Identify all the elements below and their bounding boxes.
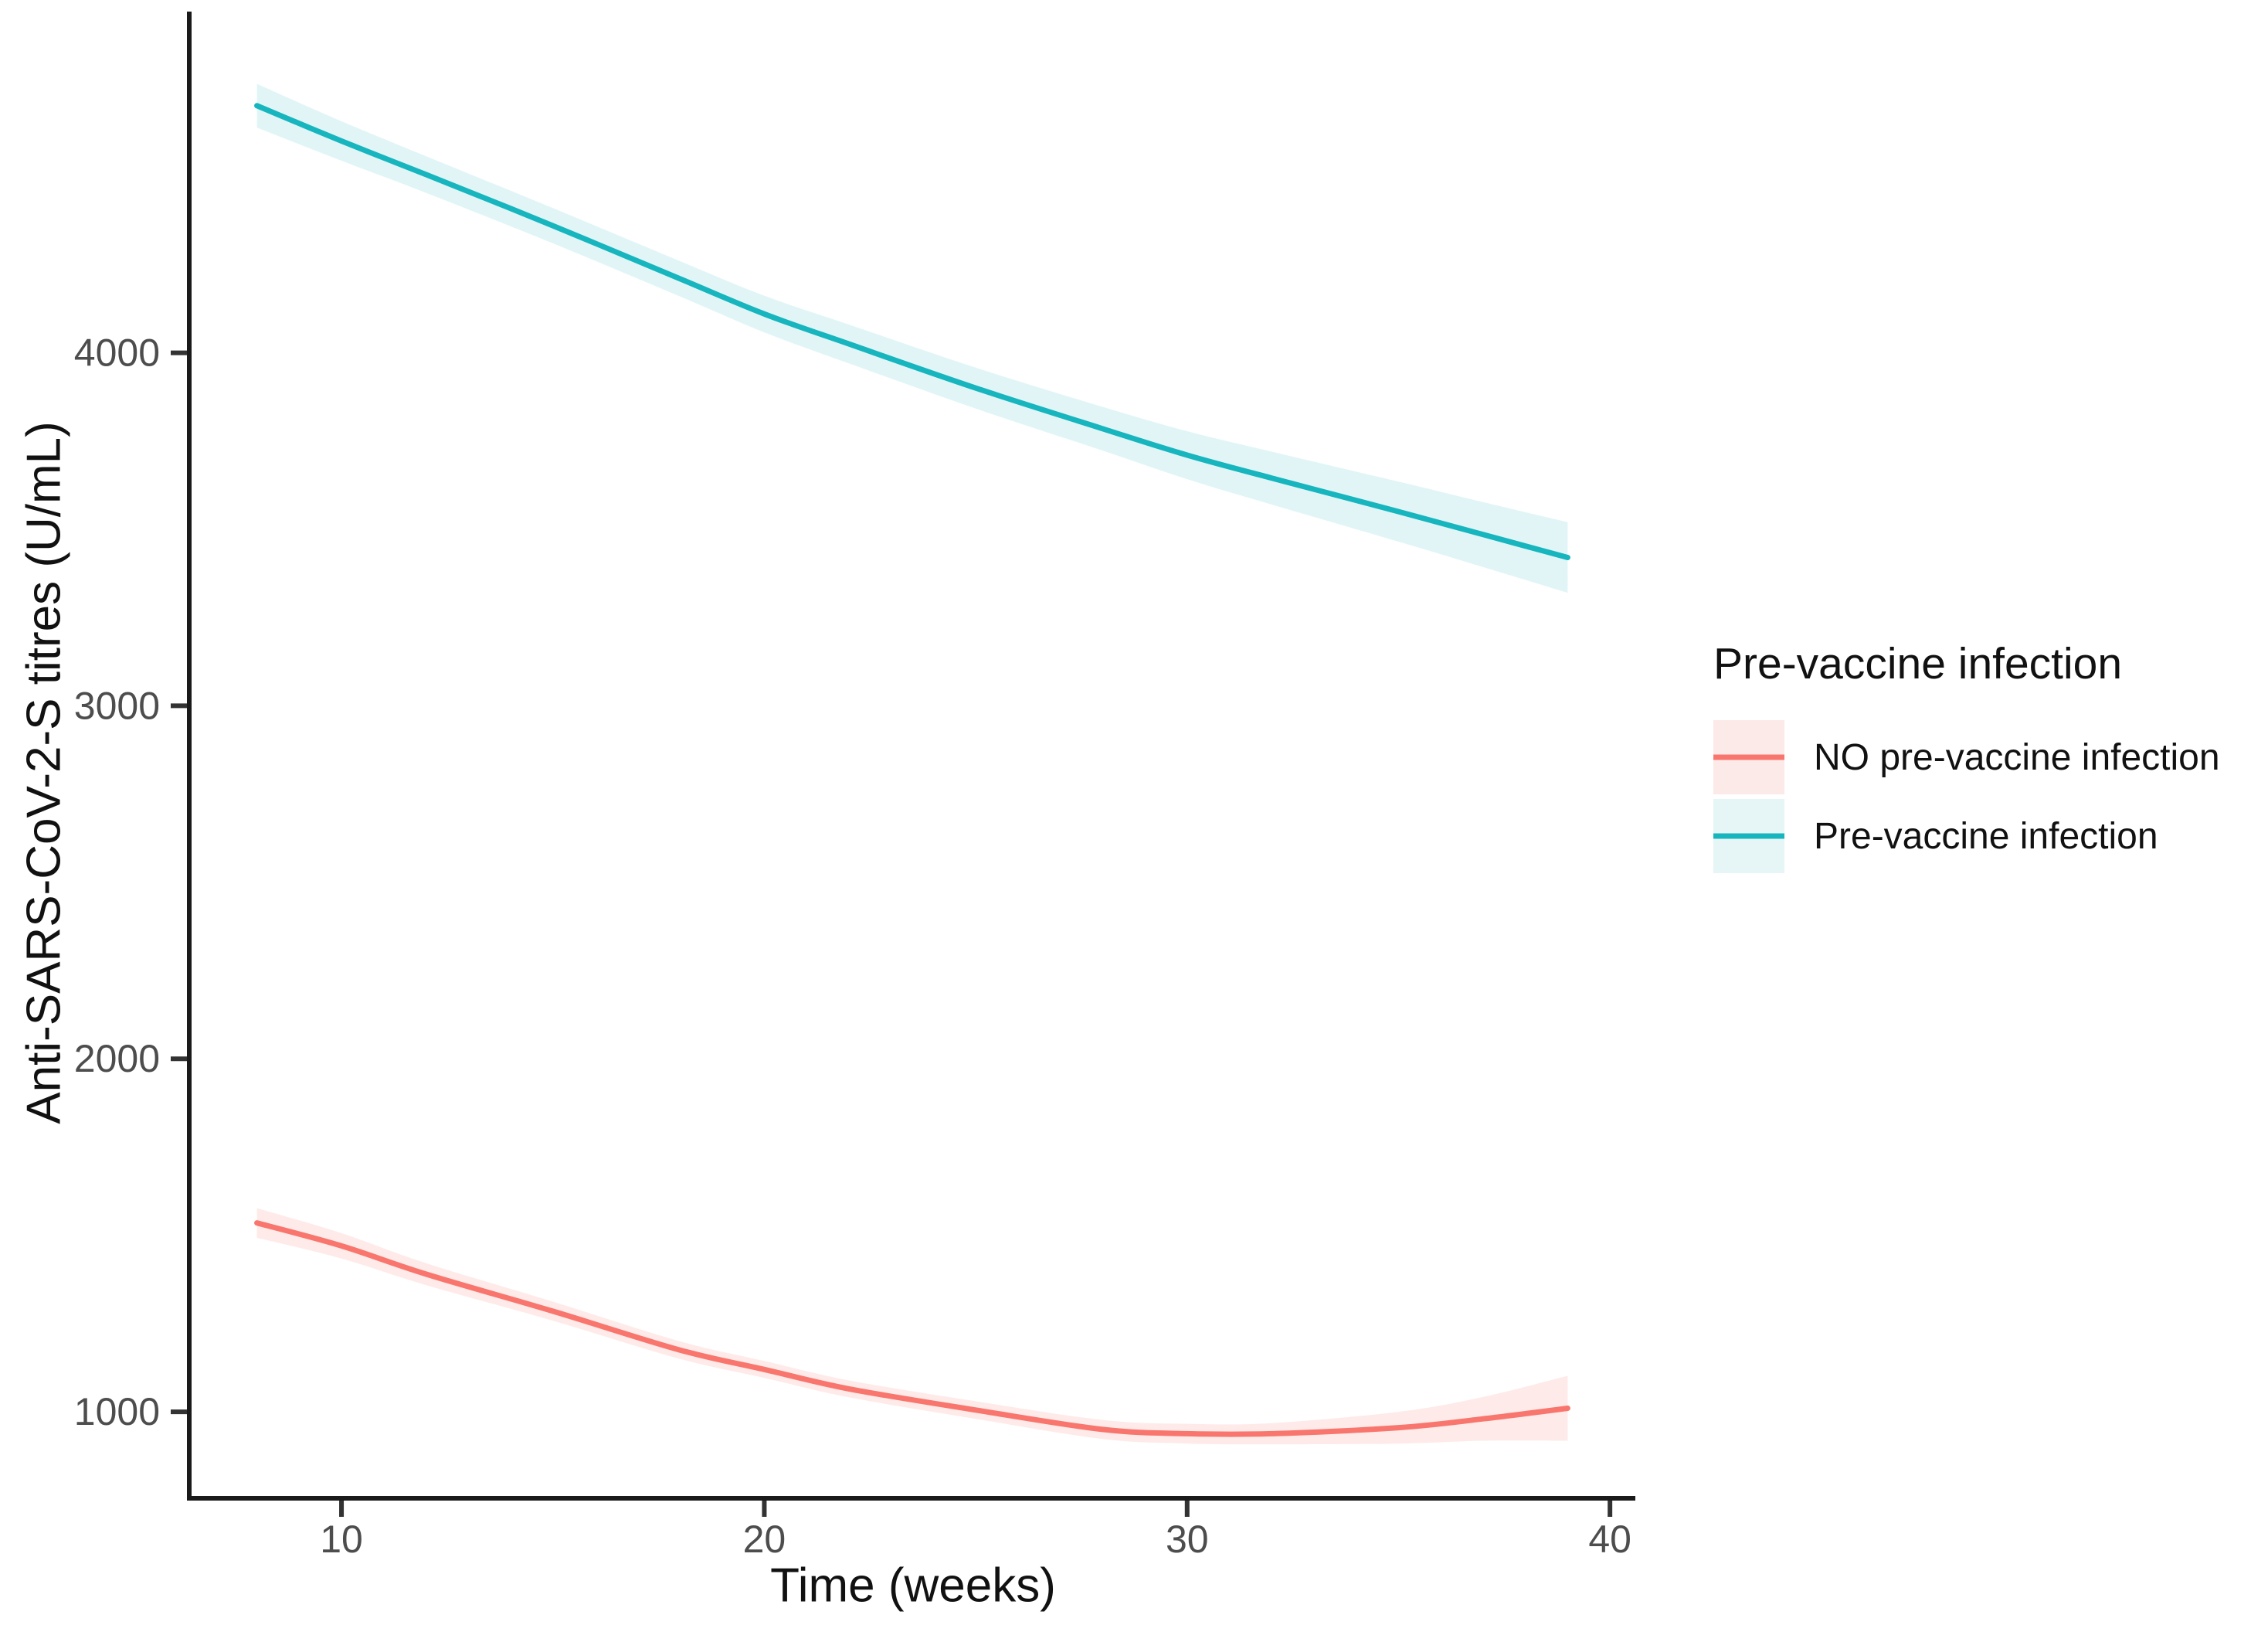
x-tick-label: 20 — [743, 1518, 786, 1561]
ci-ribbon-no-pre-vaccine-infection — [256, 1208, 1568, 1445]
legend-item-label: Pre-vaccine infection — [1814, 815, 2158, 857]
x-tick-label: 10 — [320, 1518, 363, 1561]
series-line-no-pre-vaccine-infection — [254, 1220, 1570, 1437]
legend-title: Pre-vaccine infection — [1713, 639, 2123, 688]
ci-ribbon-pre-vaccine-infection — [256, 83, 1568, 593]
y-tick-label: 1000 — [74, 1390, 160, 1433]
legend-key-no-prevaccine — [1713, 720, 1784, 794]
x-axis-title: Time (weeks) — [770, 1559, 1056, 1613]
legend: Pre-vaccine infection NO pre-vaccine inf… — [1713, 638, 2220, 873]
legend-key-line-icon — [1713, 833, 1784, 839]
series-line-pre-vaccine-infection — [254, 103, 1570, 560]
y-tick-label: 3000 — [74, 684, 160, 727]
y-axis-title: Anti-SARS-CoV-2-S titres (U/mL) — [17, 421, 71, 1124]
y-tick-label: 4000 — [74, 331, 160, 375]
x-tick-label: 40 — [1588, 1518, 1631, 1561]
x-tick-label: 30 — [1166, 1518, 1209, 1561]
legend-item-prevaccine: Pre-vaccine infection — [1713, 799, 2220, 873]
legend-key-prevaccine — [1713, 799, 1784, 873]
legend-key-line-icon — [1713, 754, 1784, 760]
legend-item-no-prevaccine: NO pre-vaccine infection — [1713, 720, 2220, 794]
y-tick-label: 2000 — [74, 1037, 160, 1080]
legend-item-label: NO pre-vaccine infection — [1814, 736, 2220, 778]
